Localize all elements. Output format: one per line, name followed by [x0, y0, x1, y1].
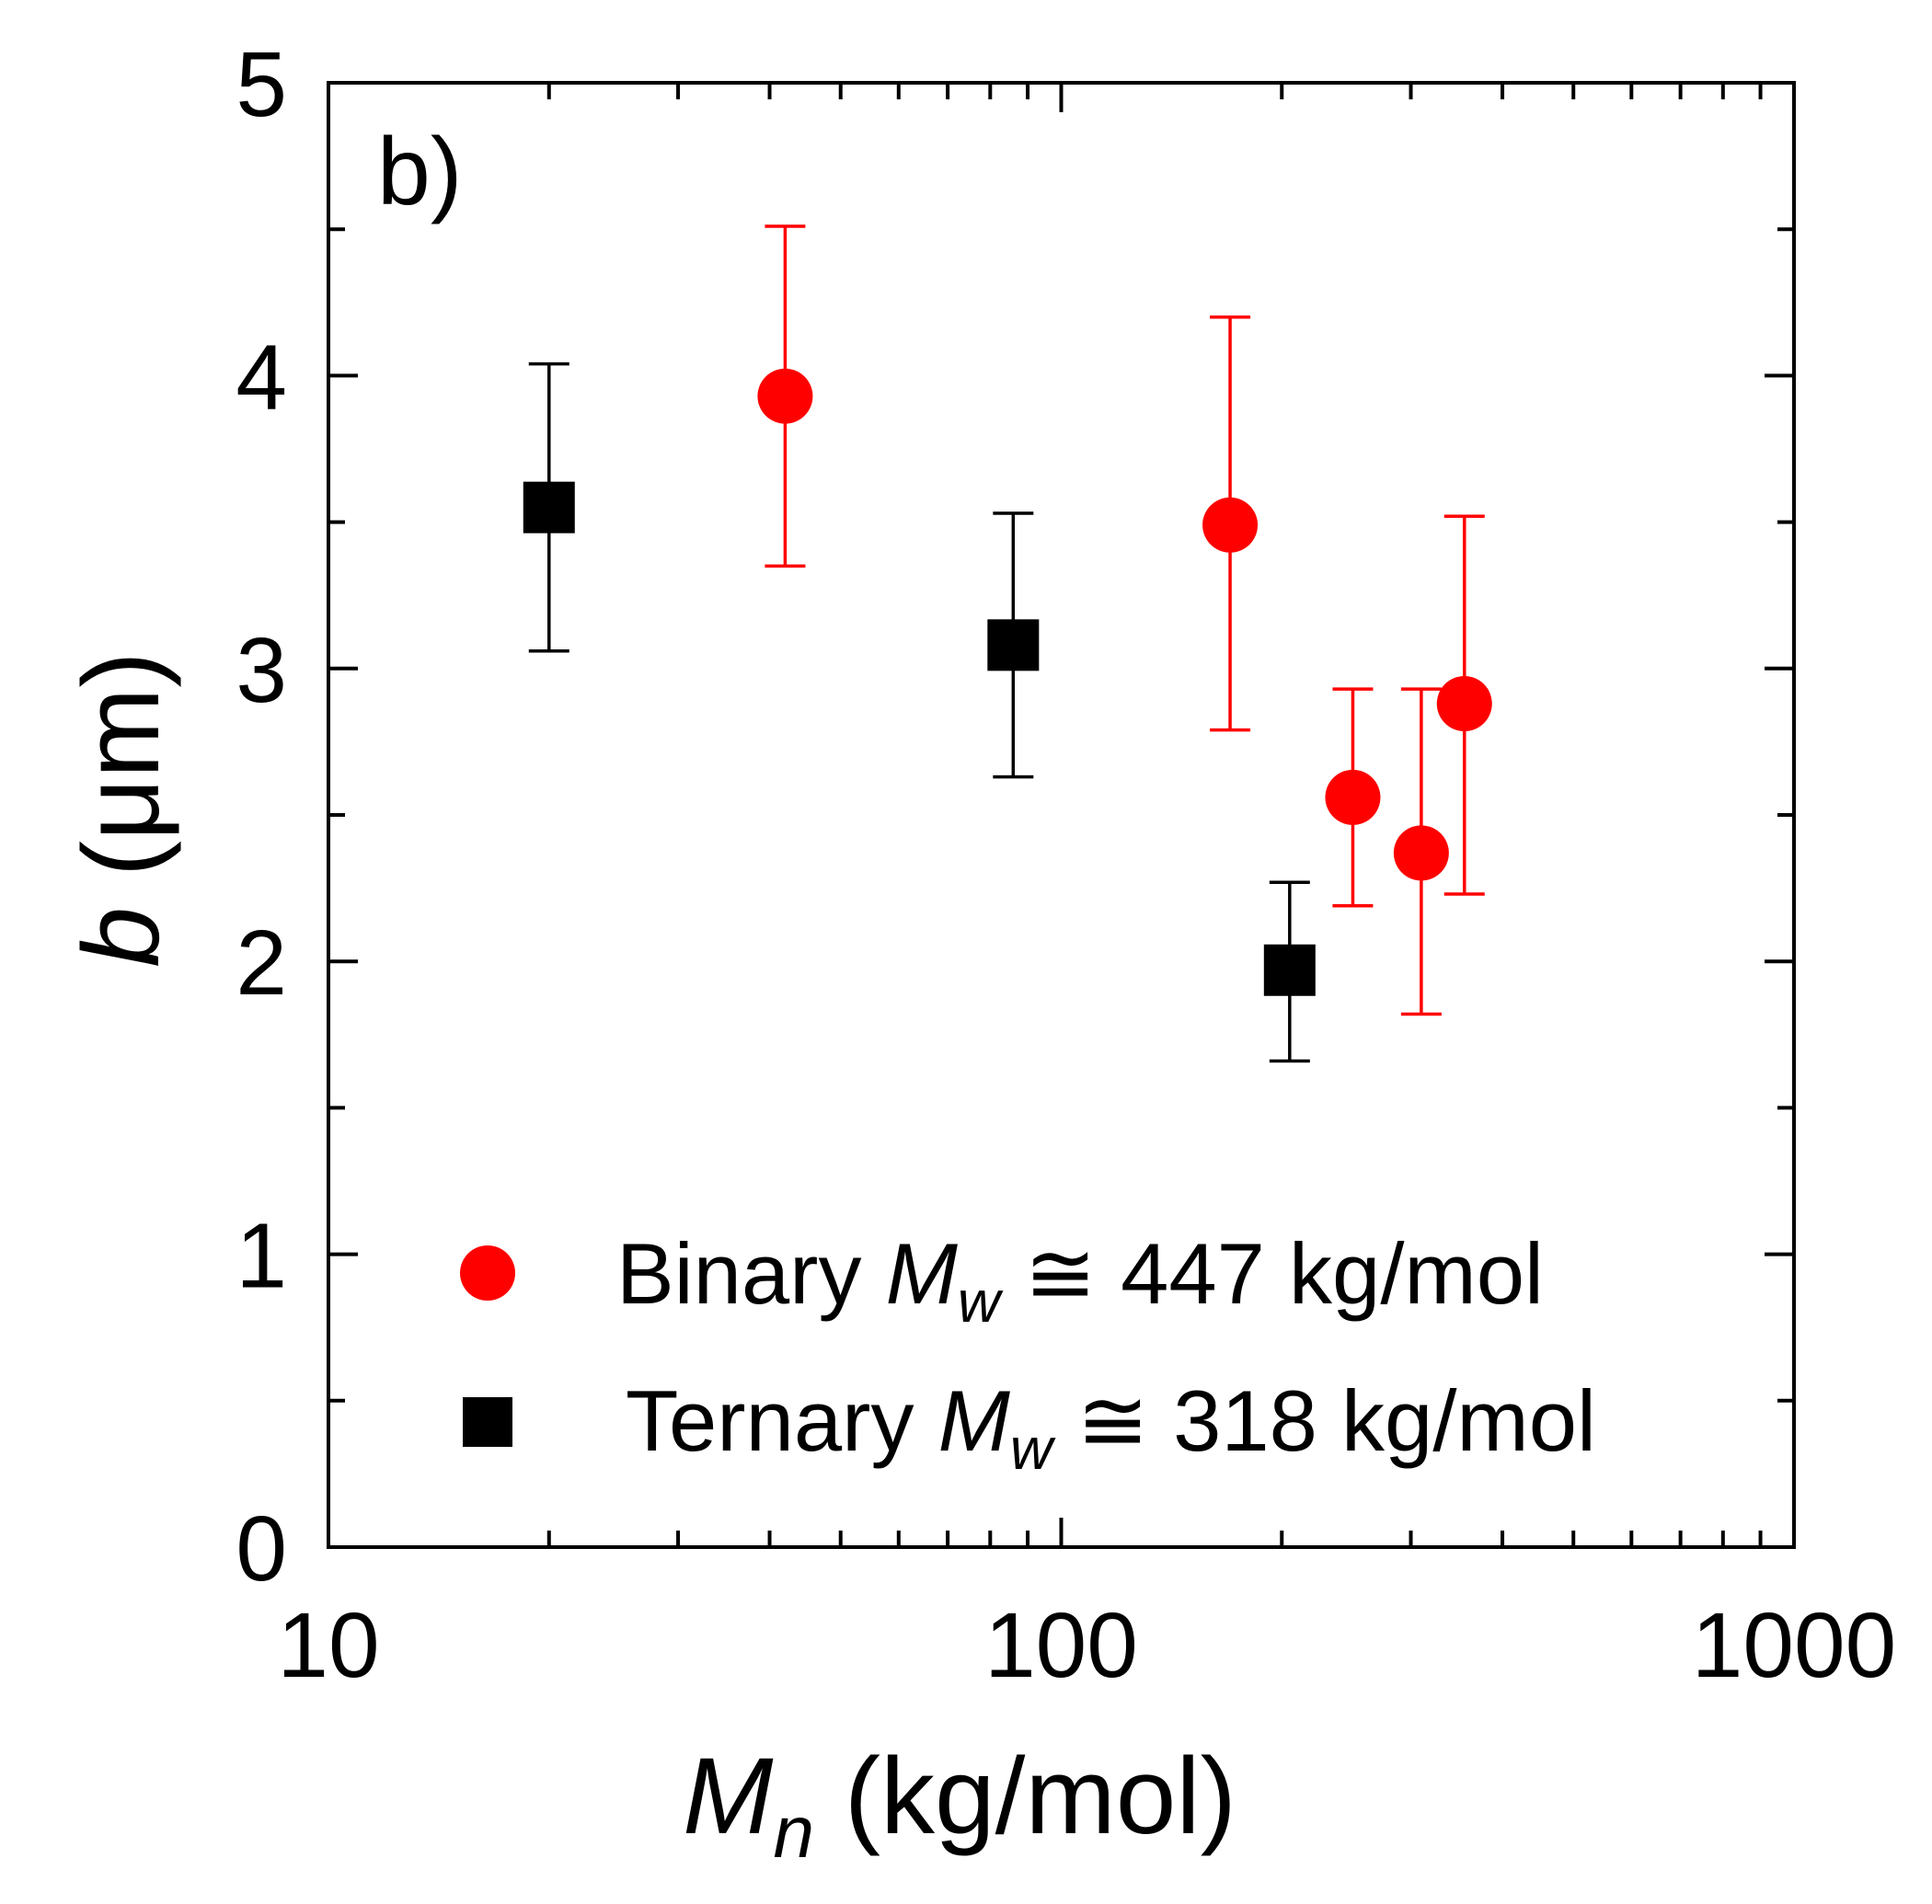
data-point-circle: [1325, 769, 1381, 825]
legend-ternary-marker: [463, 1397, 512, 1447]
x-tick-labels: 10 100 1000: [277, 1594, 1896, 1697]
legend: Binary Mw ≅ 447 kg/mol Ternary Mw ≅ 318 …: [460, 1225, 1596, 1482]
y-tick-label: 5: [236, 33, 287, 136]
x-tick-label: 100: [984, 1594, 1138, 1697]
y-tick-label: 4: [236, 326, 287, 429]
data-point-square: [523, 481, 575, 533]
panel-label: b): [377, 119, 462, 225]
series-binary: [757, 224, 1492, 1016]
x-axis-title: Mn (kg/mol): [683, 1736, 1236, 1873]
plot-frame: [327, 81, 1796, 1549]
y-tick-label: 1: [236, 1205, 287, 1308]
plot-series: [523, 224, 1492, 1063]
data-point-square: [1263, 944, 1316, 996]
legend-binary-marker: [460, 1245, 515, 1301]
legend-ternary-label: Ternary Mw ≅ 318 kg/mol: [626, 1372, 1596, 1482]
data-point-circle: [1436, 676, 1492, 732]
y-axis-title-rest: (μm): [61, 651, 182, 907]
x-axis-title-main: M: [683, 1736, 774, 1857]
y-tick-label: 0: [236, 1497, 287, 1600]
legend-binary-label: Binary Mw ≅ 447 kg/mol: [616, 1225, 1544, 1335]
data-point-circle: [1202, 497, 1259, 553]
y-tick-labels: 0 1 2 3 4 5: [236, 33, 287, 1600]
data-point-circle: [1393, 825, 1449, 881]
y-tick-label: 2: [236, 912, 287, 1015]
axis-ticks: [327, 81, 1794, 1549]
data-point-square: [987, 619, 1040, 671]
x-axis-title-sub: n: [773, 1791, 814, 1873]
y-tick-label: 3: [236, 619, 287, 722]
y-axis-title: b (μm): [61, 651, 182, 967]
x-axis-title-rest: (kg/mol): [814, 1736, 1236, 1857]
x-tick-label: 1000: [1692, 1594, 1896, 1697]
x-tick-label: 10: [277, 1594, 379, 1697]
data-point-circle: [757, 368, 813, 424]
series-ternary: [523, 361, 1316, 1063]
y-axis-title-main: b: [61, 907, 182, 968]
